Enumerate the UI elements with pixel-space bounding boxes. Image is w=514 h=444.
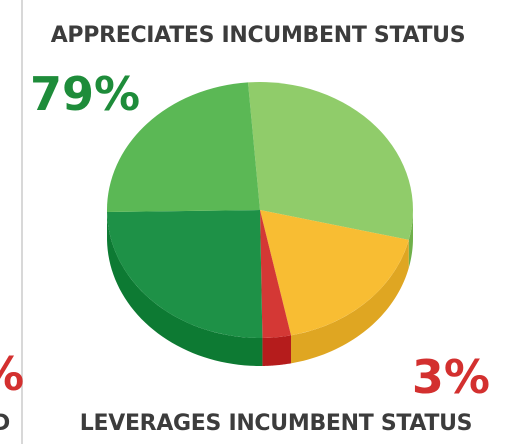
chart-subtitle: LEVERAGES INCUMBENT STATUS: [80, 411, 472, 436]
slice: [107, 210, 263, 338]
slice-side: [291, 239, 409, 364]
cropped-fragment: %: [0, 347, 24, 401]
slice: [247, 82, 413, 240]
leverages-percent: 3%: [412, 350, 490, 404]
slice-side: [408, 210, 413, 268]
cropped-fragment: D: [0, 411, 10, 436]
pie: [106, 82, 413, 366]
slice-side: [262, 335, 292, 366]
appreciates-percent: 79%: [30, 67, 140, 121]
slice: [260, 210, 409, 336]
slice: [260, 210, 292, 338]
slice: [106, 82, 260, 213]
slice-side: [107, 212, 263, 366]
chart-title: APPRECIATES INCUMBENT STATUS: [51, 23, 466, 48]
